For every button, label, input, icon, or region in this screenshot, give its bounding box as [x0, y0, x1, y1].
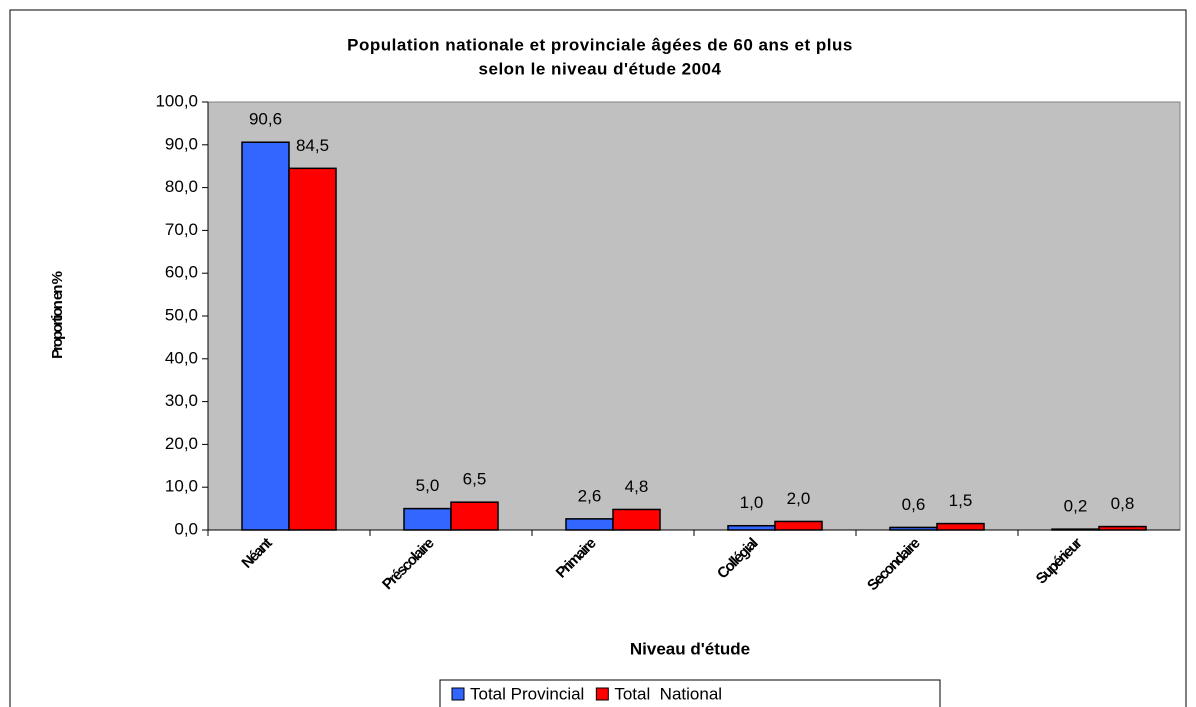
- bar: [450, 501, 499, 531]
- data-label: 0,2: [1064, 497, 1088, 516]
- y-tick-label: 0,0: [174, 519, 198, 538]
- bar: [1098, 525, 1147, 531]
- legend-label: Total National: [614, 684, 722, 703]
- plot-area: [207, 101, 1181, 531]
- y-tick-label: 100,0: [155, 91, 198, 110]
- y-tick-label: 40,0: [165, 348, 198, 367]
- y-tick-label: 60,0: [165, 263, 198, 282]
- data-label: 4,8: [625, 477, 649, 496]
- data-label: 0,6: [902, 495, 926, 514]
- legend-swatch: [595, 687, 609, 701]
- y-tick-label: 20,0: [165, 434, 198, 453]
- y-tick-label: 30,0: [165, 391, 198, 410]
- data-label: 2,0: [787, 489, 811, 508]
- y-tick-label: 80,0: [165, 177, 198, 196]
- bar: [774, 520, 823, 531]
- data-label: 0,8: [1111, 494, 1135, 513]
- bar: [936, 522, 985, 531]
- chart-title: Population nationale et provinciale âgée…: [347, 35, 853, 54]
- legend-box: [439, 679, 941, 707]
- data-label: 2,6: [578, 486, 602, 505]
- legend-label: Total Provincial: [470, 684, 584, 703]
- bar: [612, 508, 661, 531]
- bar: [889, 526, 938, 531]
- data-label: 5,0: [416, 476, 440, 495]
- legend-swatch: [451, 687, 465, 701]
- bar: [403, 507, 452, 531]
- data-label: 1,0: [740, 493, 764, 512]
- data-label: 90,6: [249, 110, 282, 129]
- y-tick-label: 50,0: [165, 305, 198, 324]
- data-label: 6,5: [463, 470, 487, 489]
- bar: [565, 518, 614, 531]
- bar: [288, 167, 337, 531]
- bar: [727, 524, 776, 531]
- y-tick-label: 70,0: [165, 220, 198, 239]
- y-tick-label: 90,0: [165, 134, 198, 153]
- y-tick-label: 10,0: [165, 477, 198, 496]
- data-label: 84,5: [296, 136, 329, 155]
- chart-title: selon le niveau d'étude 2004: [479, 59, 722, 78]
- bar: [1051, 528, 1100, 531]
- data-label: 1,5: [949, 491, 973, 510]
- bar: [241, 141, 290, 531]
- x-axis-label: Niveau d'étude: [630, 639, 750, 658]
- y-axis-label: Proportion en %: [49, 271, 66, 358]
